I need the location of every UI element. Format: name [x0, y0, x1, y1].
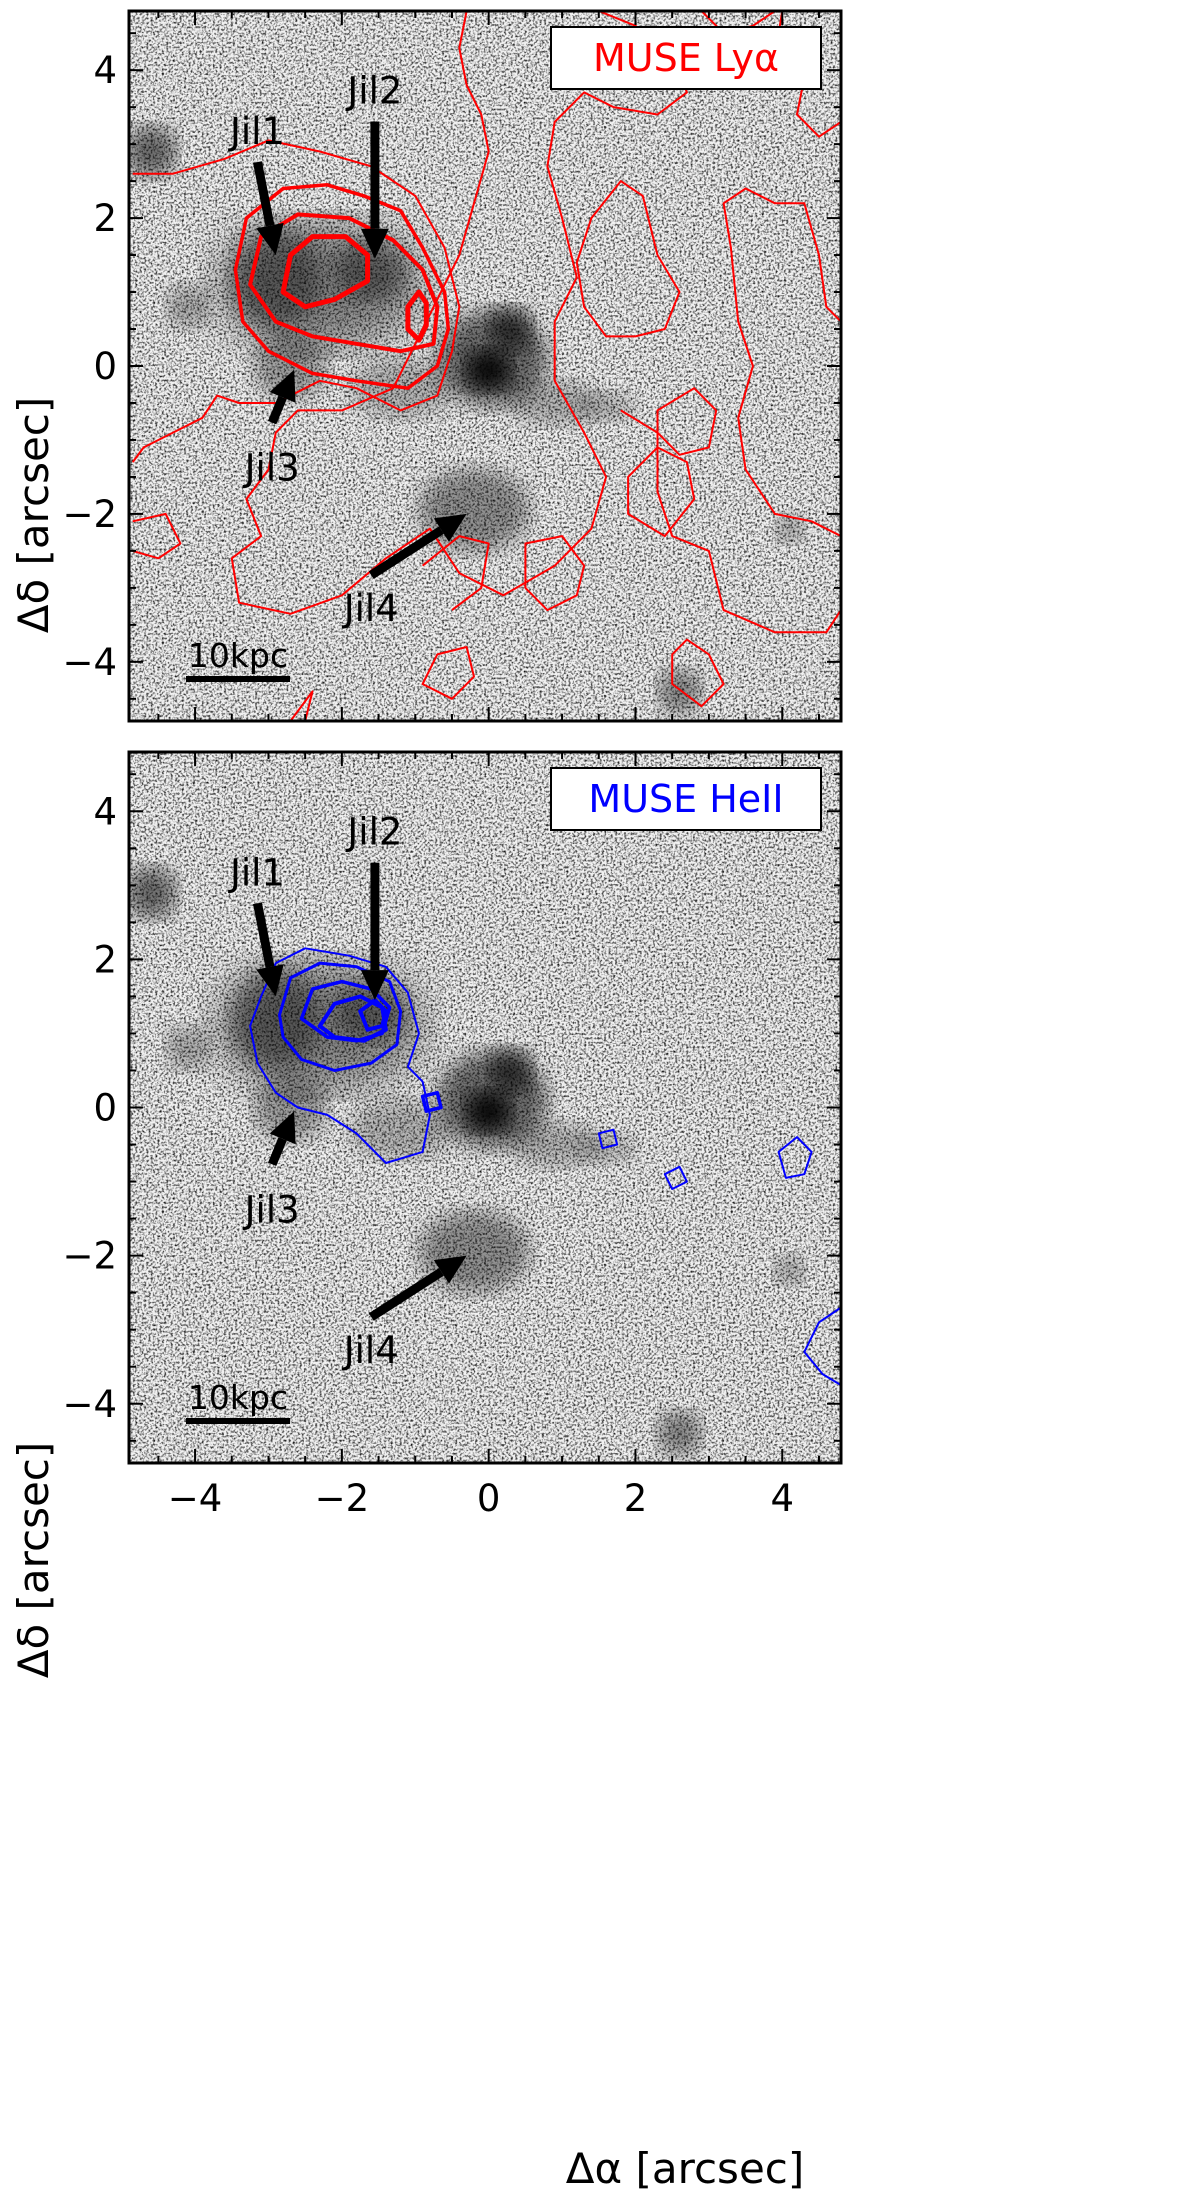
y-tick-label: 4 [93, 790, 117, 833]
x-axis-label: Δα [arcsec] [566, 2144, 805, 2193]
contour-line [620, 409, 841, 634]
annotation-jil1: Jil1 [228, 110, 285, 153]
legend: MUSE HeII [550, 767, 822, 831]
x-tick-label: −2 [315, 1477, 370, 1520]
x-tick-label: −4 [168, 1477, 223, 1520]
contour-line [131, 139, 461, 463]
contour-line [671, 638, 725, 708]
contour-line [132, 512, 182, 560]
grayscale-image [129, 752, 841, 1463]
contour-line [230, 11, 688, 615]
contour-lines [131, 11, 841, 721]
arrow-jil1 [253, 902, 275, 968]
arrow-jil4 [368, 1268, 444, 1321]
y-tick-label: −2 [62, 1235, 117, 1278]
arrow-head-jil2 [360, 970, 389, 1001]
ticks [129, 752, 841, 1463]
contour-line [289, 690, 314, 721]
y-tick-label: 2 [93, 197, 117, 240]
panel-bottom-heii: Jil1 Jil2 Jil3 Jil4 10kpc MUSE HeII −4 −2 0 2 4 −4 −… [62, 750, 843, 1520]
contour-line [575, 180, 681, 338]
panel-top-lya: Jil1 Jil2 Jil3 Jil4 10kpc MUSE Lyα −4 −2 0 2 4 [62, 9, 843, 723]
contour-line [249, 947, 431, 1164]
contour-line [597, 1128, 619, 1150]
annotation-jil3: Jil3 [243, 447, 300, 490]
arrow-head-jil4 [433, 1255, 467, 1284]
arrow-jil3 [267, 395, 287, 425]
y-axis-label-top: Δδ [arcsec] [9, 397, 58, 634]
contour-line [777, 1136, 813, 1179]
contour-lines [249, 947, 841, 1387]
contour-line [627, 446, 696, 538]
y-tick-label: −4 [62, 1383, 117, 1426]
y-tick-label: 0 [93, 1087, 117, 1130]
x-tick-label: 4 [771, 1477, 795, 1520]
annotation-jil3: Jil3 [243, 1188, 300, 1231]
contour-line [233, 183, 451, 390]
y-tick-label: 0 [93, 345, 117, 388]
annotation-jil2: Jil2 [345, 69, 402, 112]
contour-line [421, 646, 475, 700]
scale-bar-label: 10kpc [188, 636, 288, 675]
y-tick-label: 4 [93, 49, 117, 92]
scale-bar-label: 10kpc [188, 1378, 288, 1417]
contour-line [248, 212, 440, 354]
contour-line [405, 289, 429, 343]
x-tick-label: 0 [477, 1477, 501, 1520]
annotation-jil2: Jil2 [345, 811, 402, 854]
arrow-jil4 [368, 526, 444, 579]
legend-label: MUSE HeII [588, 777, 783, 821]
y-axis-label-bottom: Δδ [arcsec] [9, 1442, 58, 1679]
annotation-jil4: Jil4 [342, 587, 399, 630]
annotation-jil4: Jil4 [342, 1329, 399, 1372]
contour-line [656, 387, 718, 456]
arrow-head-jil4 [433, 513, 467, 542]
arrow-head-jil3 [269, 1111, 296, 1145]
contour-line [803, 1306, 841, 1387]
contour-line [280, 234, 371, 310]
y-tick-label: −2 [62, 493, 117, 536]
contour-line [278, 961, 403, 1072]
contour-line [420, 1090, 443, 1113]
arrow-head-jil2 [360, 228, 389, 259]
contour-line [722, 187, 841, 537]
contour-line [663, 1165, 688, 1190]
contour-line [358, 998, 388, 1032]
contour-line [524, 535, 586, 612]
legend-label: MUSE Lyα [593, 36, 779, 80]
arrow-head-jil3 [269, 369, 296, 403]
y-tick-label: −4 [62, 641, 117, 684]
contour-line [421, 535, 490, 611]
ticks [129, 11, 841, 721]
x-tick-label: 2 [624, 1477, 648, 1520]
arrow-jil3 [267, 1137, 287, 1167]
arrow-head-jil1 [256, 222, 284, 256]
y-tick-label: 2 [93, 938, 117, 981]
legend: MUSE Lyα [550, 26, 822, 90]
arrow-jil1 [253, 161, 275, 227]
annotation-jil1: Jil1 [228, 851, 285, 894]
arrow-head-jil1 [256, 964, 284, 997]
